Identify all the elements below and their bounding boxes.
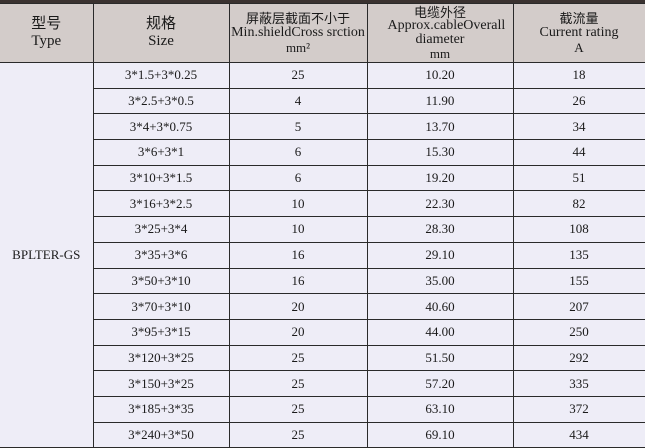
table-row: 3*120+3*25 25 51.50 292 bbox=[0, 344, 645, 372]
header-row: 型号 Type 规格 Size 屏蔽层截面不小于 Min.shieldCross sr… bbox=[0, 3, 645, 63]
diameter-cell: 28.30 bbox=[366, 216, 514, 243]
shield-cell: 6 bbox=[228, 164, 368, 192]
size-cell: 3*6+3*1 bbox=[93, 139, 230, 166]
size-cell: 3*95+3*15 bbox=[93, 318, 230, 346]
diameter-cell: 15.30 bbox=[366, 139, 514, 166]
current-cell: 292 bbox=[512, 344, 645, 372]
table-row: 3*10+3*1.5 6 19.20 51 bbox=[0, 164, 645, 192]
current-cell: 372 bbox=[512, 395, 645, 423]
current-cell: 18 bbox=[512, 62, 645, 89]
header-current-cn: 截流量 bbox=[559, 11, 599, 26]
header-diameter-unit: mm bbox=[429, 46, 451, 61]
size-cell: 3*25+3*4 bbox=[93, 216, 230, 243]
current-cell: 434 bbox=[512, 421, 645, 448]
shield-cell: 20 bbox=[228, 293, 368, 320]
table-row: 3*240+3*50 25 69.10 434 bbox=[0, 421, 645, 448]
header-size: 规格 Size bbox=[92, 3, 230, 63]
cable-spec-table: 型号 Type 规格 Size 屏蔽层截面不小于 Min.shieldCross sr… bbox=[0, 3, 645, 448]
header-shield-cn: 屏蔽层截面不小于 bbox=[245, 11, 350, 26]
table-row: 3*50+3*10 16 35.00 155 bbox=[0, 267, 645, 295]
size-cell: 3*4+3*0.75 bbox=[93, 113, 230, 141]
current-cell: 51 bbox=[512, 164, 645, 192]
current-cell: 82 bbox=[512, 190, 645, 218]
current-cell: 250 bbox=[512, 318, 645, 346]
size-cell: 3*150+3*25 bbox=[93, 370, 230, 397]
current-cell: 155 bbox=[512, 267, 645, 295]
shield-cell: 10 bbox=[228, 190, 368, 218]
current-cell: 207 bbox=[512, 293, 645, 320]
table-row: 3*16+3*2.5 10 22.30 82 bbox=[0, 190, 645, 218]
table-row: 3*6+3*1 6 15.30 44 bbox=[0, 139, 645, 166]
shield-cell: 5 bbox=[228, 113, 368, 141]
header-shield: 屏蔽层截面不小于 Min.shieldCross srction mm² bbox=[228, 3, 368, 63]
shield-cell: 20 bbox=[228, 318, 368, 346]
diameter-cell: 29.10 bbox=[366, 241, 514, 269]
diameter-cell: 57.20 bbox=[366, 370, 514, 397]
size-cell: 3*240+3*50 bbox=[93, 421, 230, 448]
shield-cell: 16 bbox=[228, 241, 368, 269]
header-diameter-en: Approx.cableOverall diameter bbox=[387, 18, 506, 47]
table-row: 3*70+3*10 20 40.60 207 bbox=[0, 293, 645, 320]
size-cell: 3*120+3*25 bbox=[93, 344, 230, 372]
table-row: 3*35+3*6 16 29.10 135 bbox=[0, 241, 645, 269]
diameter-cell: 13.70 bbox=[366, 113, 514, 141]
current-cell: 135 bbox=[512, 241, 645, 269]
header-size-en: Size bbox=[148, 33, 174, 49]
diameter-cell: 63.10 bbox=[366, 395, 514, 423]
table-row: 3*150+3*25 25 57.20 335 bbox=[0, 370, 645, 397]
size-cell: 3*10+3*1.5 bbox=[93, 164, 230, 192]
diameter-cell: 19.20 bbox=[366, 164, 514, 192]
header-type: 型号 Type bbox=[0, 3, 94, 63]
size-cell: 3*2.5+3*0.5 bbox=[93, 87, 230, 115]
table-row: 3*25+3*4 10 28.30 108 bbox=[0, 216, 645, 243]
diameter-cell: 69.10 bbox=[366, 421, 514, 448]
table-row: 3*185+3*35 25 63.10 372 bbox=[0, 395, 645, 423]
size-cell: 3*1.5+3*0.25 bbox=[92, 62, 230, 89]
header-diameter: 电缆外径 Approx.cableOverall diameter mm bbox=[366, 3, 514, 63]
shield-cell: 10 bbox=[228, 216, 368, 243]
current-cell: 34 bbox=[512, 113, 645, 141]
diameter-cell: 10.20 bbox=[366, 62, 514, 89]
shield-cell: 25 bbox=[228, 421, 368, 448]
size-cell: 3*35+3*6 bbox=[93, 241, 230, 269]
size-cell: 3*70+3*10 bbox=[93, 293, 230, 320]
current-cell: 26 bbox=[512, 87, 645, 115]
header-current: 截流量 Current rating A bbox=[512, 3, 645, 63]
current-cell: 108 bbox=[512, 216, 645, 243]
diameter-cell: 11.90 bbox=[366, 87, 514, 115]
shield-cell: 25 bbox=[228, 395, 368, 423]
table-row: 3*2.5+3*0.5 4 11.90 26 bbox=[0, 87, 645, 115]
header-shield-en: Min.shieldCross srction bbox=[231, 25, 365, 40]
table-row: 3*4+3*0.75 5 13.70 34 bbox=[0, 113, 645, 141]
header-shield-unit: mm² bbox=[285, 40, 311, 55]
diameter-cell: 35.00 bbox=[366, 267, 514, 295]
size-cell: 3*50+3*10 bbox=[93, 267, 230, 295]
diameter-cell: 22.30 bbox=[366, 190, 514, 218]
shield-cell: 25 bbox=[228, 370, 368, 397]
header-current-en: Current rating bbox=[539, 25, 619, 40]
size-cell: 3*185+3*35 bbox=[93, 395, 230, 423]
current-cell: 335 bbox=[512, 370, 645, 397]
header-diameter-cn: 电缆外径 bbox=[413, 5, 466, 20]
shield-cell: 4 bbox=[228, 87, 368, 115]
diameter-cell: 40.60 bbox=[366, 293, 514, 320]
diameter-cell: 44.00 bbox=[366, 318, 514, 346]
shield-cell: 25 bbox=[228, 62, 368, 89]
diameter-cell: 51.50 bbox=[366, 344, 514, 372]
type-cell: BPLTER-GS bbox=[0, 61, 94, 448]
header-type-cn: 型号 bbox=[31, 16, 62, 32]
size-cell: 3*16+3*2.5 bbox=[93, 190, 230, 218]
header-type-en: Type bbox=[31, 33, 62, 49]
table-row: BPLTER-GS 3*1.5+3*0.25 25 10.20 18 bbox=[0, 61, 645, 448]
shield-cell: 16 bbox=[228, 267, 368, 295]
shield-cell: 6 bbox=[228, 139, 368, 166]
header-current-unit: A bbox=[574, 40, 584, 55]
header-size-cn: 规格 bbox=[145, 16, 176, 32]
current-cell: 44 bbox=[512, 139, 645, 166]
table-row: 3*95+3*15 20 44.00 250 bbox=[0, 318, 645, 346]
shield-cell: 25 bbox=[228, 344, 368, 372]
